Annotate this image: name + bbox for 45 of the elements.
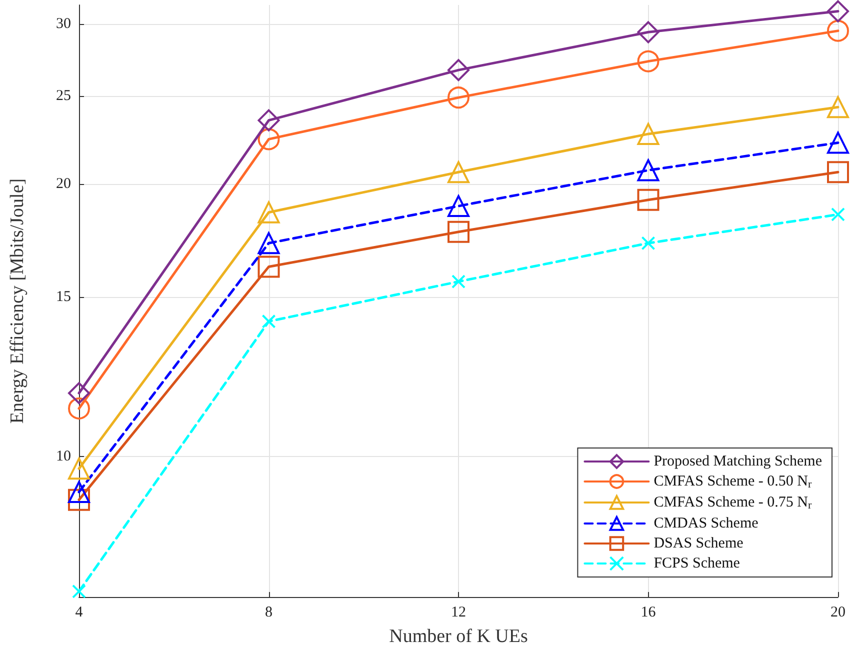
point <box>68 382 90 404</box>
point <box>448 59 470 82</box>
point <box>827 161 849 184</box>
point <box>637 122 660 145</box>
y-tick-label: 30 <box>56 16 71 32</box>
point <box>68 481 90 504</box>
point <box>258 128 280 150</box>
point <box>637 188 660 211</box>
point <box>637 159 660 182</box>
x-axis-title: Number of K UEs <box>389 626 528 647</box>
point <box>448 220 470 243</box>
point <box>72 584 86 598</box>
point <box>448 195 470 218</box>
point <box>68 488 90 511</box>
point <box>68 398 90 420</box>
point <box>448 86 470 109</box>
legend-label: Proposed Matching Scheme <box>654 454 822 470</box>
point <box>448 161 470 184</box>
legend-label: CMDAS Scheme <box>654 516 759 532</box>
point <box>827 0 849 22</box>
point <box>258 201 280 224</box>
y-tick-label: 10 <box>56 448 71 465</box>
point <box>827 20 849 42</box>
x-tick-label: 16 <box>640 604 656 620</box>
y-tick-label: 20 <box>56 176 71 192</box>
point <box>637 50 660 72</box>
point <box>641 236 656 250</box>
point <box>452 274 466 289</box>
point <box>258 232 280 254</box>
legend-label: DSAS Scheme <box>654 536 744 552</box>
y-tick-label: 15 <box>56 289 71 306</box>
x-tick-label: 20 <box>830 604 846 620</box>
x-tick-label: 8 <box>265 604 272 620</box>
x-tick-label: 4 <box>75 604 84 620</box>
point <box>637 21 660 44</box>
x-tick-label: 12 <box>451 604 466 620</box>
point <box>258 256 280 278</box>
legend-label: FCPS Scheme <box>654 556 740 572</box>
point <box>831 207 845 222</box>
y-tick-label: 25 <box>56 88 71 104</box>
y-axis-title: Energy Efficiency [Mbits/Joule] <box>7 178 28 424</box>
point <box>827 96 849 118</box>
point <box>258 109 280 132</box>
point <box>262 314 276 328</box>
point <box>827 132 849 154</box>
